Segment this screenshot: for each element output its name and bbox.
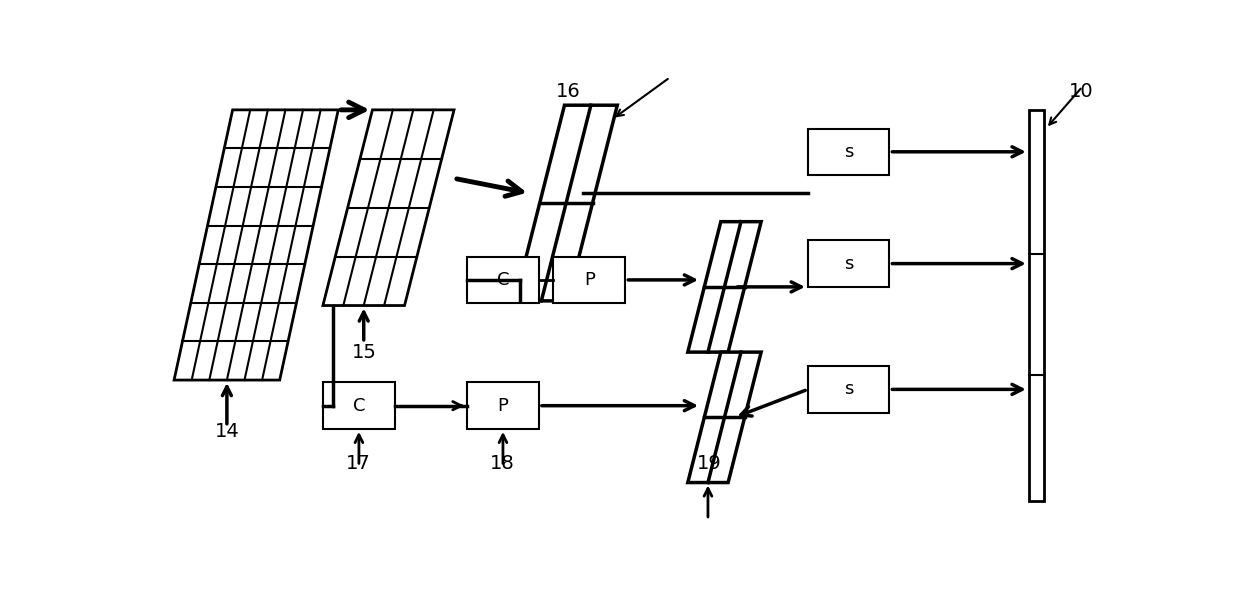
Polygon shape <box>688 221 761 352</box>
Text: s: s <box>844 143 854 161</box>
Polygon shape <box>515 105 617 301</box>
FancyBboxPatch shape <box>808 240 890 287</box>
FancyBboxPatch shape <box>1028 110 1044 501</box>
Text: 18: 18 <box>491 454 515 474</box>
Text: s: s <box>844 255 854 273</box>
Text: C: C <box>497 271 509 289</box>
FancyBboxPatch shape <box>467 257 539 303</box>
Text: 15: 15 <box>352 342 377 362</box>
Polygon shape <box>173 110 338 380</box>
Text: 19: 19 <box>696 454 721 474</box>
Text: 14: 14 <box>214 422 239 441</box>
Text: 16: 16 <box>555 82 580 101</box>
Text: 10: 10 <box>1069 82 1094 101</box>
FancyBboxPatch shape <box>554 257 626 303</box>
FancyBboxPatch shape <box>323 382 395 429</box>
Text: s: s <box>844 381 854 398</box>
FancyBboxPatch shape <box>808 366 890 413</box>
Text: P: P <box>498 397 508 414</box>
FancyBboxPatch shape <box>467 382 539 429</box>
Text: P: P <box>584 271 595 289</box>
FancyBboxPatch shape <box>808 128 890 175</box>
Polygon shape <box>323 110 453 306</box>
Polygon shape <box>688 352 761 483</box>
Text: 17: 17 <box>346 454 370 474</box>
Text: C: C <box>353 397 366 414</box>
